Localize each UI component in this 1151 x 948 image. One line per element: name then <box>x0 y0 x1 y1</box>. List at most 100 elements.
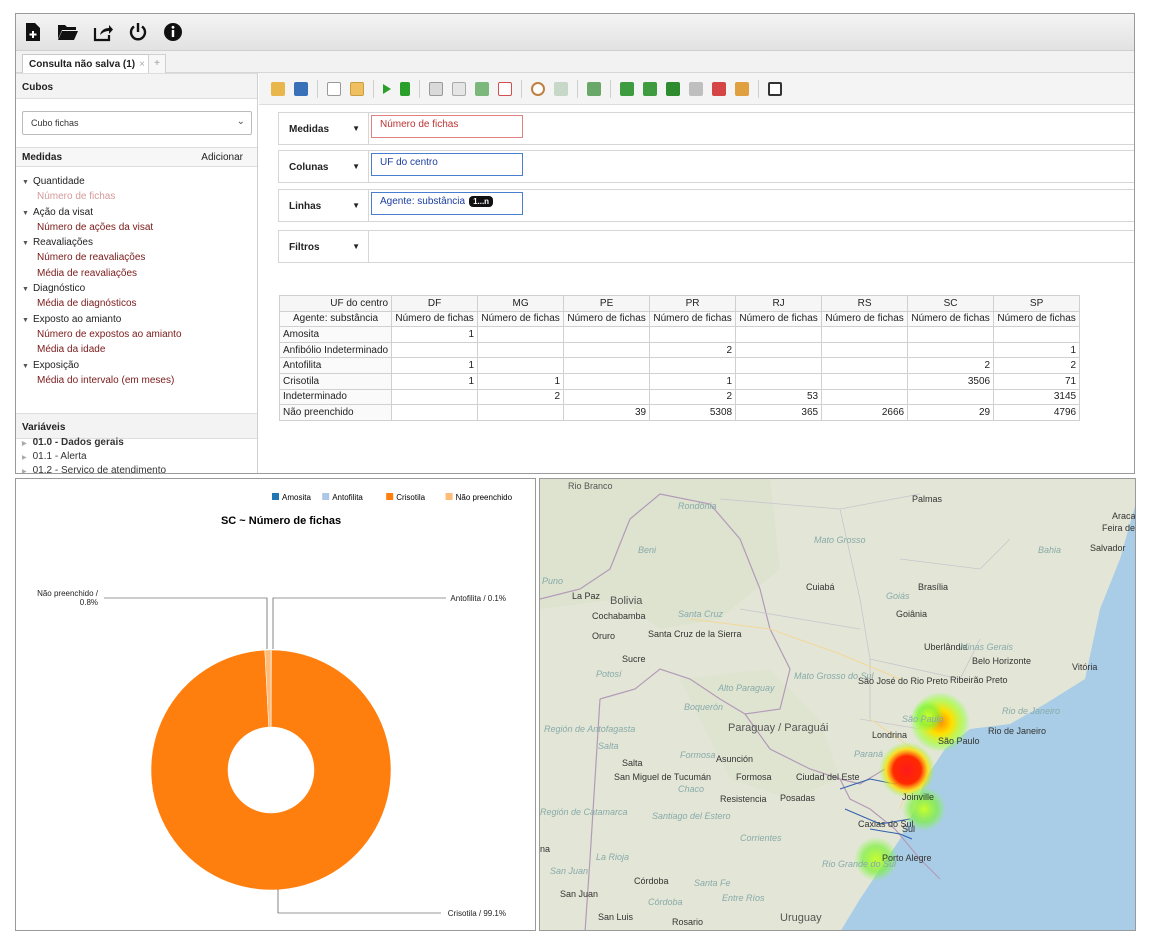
columns-dropzone[interactable]: Colunas ▼ UF do centro <box>278 150 1134 183</box>
legend-label[interactable]: Antofilita <box>332 493 363 502</box>
legend-swatch[interactable] <box>445 493 453 500</box>
measure-item[interactable]: Média do intervalo (em meses) <box>37 374 175 386</box>
caret-down-icon[interactable]: ▼ <box>352 201 360 210</box>
column-header[interactable]: DF <box>391 295 479 312</box>
row-pill[interactable]: Agente: substância 1...n <box>371 192 523 215</box>
measure-item[interactable]: Número de expostos ao amianto <box>37 328 182 340</box>
export-down-icon[interactable] <box>620 81 634 96</box>
table-cell <box>907 388 995 406</box>
level-badge[interactable]: 1...n <box>469 196 494 207</box>
measure-pill[interactable]: Número de fichas <box>371 115 523 138</box>
map-place-label: Goiânia <box>896 609 928 619</box>
row-dimension-header: Agente: substância <box>278 310 393 328</box>
row-header[interactable]: Antofilita <box>278 357 393 374</box>
screen-icon[interactable] <box>768 81 782 96</box>
row-header[interactable]: Crisotila <box>278 372 393 390</box>
hide-parents-icon[interactable] <box>452 81 466 96</box>
column-pill[interactable]: UF do centro <box>371 153 523 176</box>
export-down-all-icon[interactable] <box>643 81 657 96</box>
swap-axes-icon[interactable] <box>475 81 489 96</box>
variable-folder[interactable]: 01.0 - Dados gerais <box>22 437 254 451</box>
caret-down-icon[interactable]: ▼ <box>352 242 360 251</box>
save-icon[interactable] <box>294 81 308 96</box>
map-place-label: São José do Rio Preto <box>858 676 949 686</box>
measure-item[interactable]: Número de fichas <box>37 191 116 203</box>
cube-select[interactable]: Cubo fichas ⌄ <box>22 111 252 135</box>
column-header[interactable]: RJ <box>735 295 823 312</box>
measure-group[interactable]: Ação da visat <box>22 207 254 222</box>
drillthrough-icon[interactable] <box>587 81 601 96</box>
legend-swatch[interactable] <box>386 493 394 500</box>
variable-folder[interactable]: 01.1 - Alerta <box>22 451 254 465</box>
variable-folder[interactable]: 01.2 - Serviço de atendimento <box>22 465 254 473</box>
measure-group[interactable]: Exposição <box>22 360 254 375</box>
pie-slice[interactable] <box>150 649 392 891</box>
caret-down-icon[interactable]: ▼ <box>352 162 360 171</box>
measure-item[interactable]: Média da idade <box>37 344 106 356</box>
map-place-label: na <box>540 844 551 854</box>
cube-select-value: Cubo fichas <box>31 118 79 128</box>
column-header[interactable]: MG <box>477 295 565 312</box>
excel-icon[interactable] <box>666 81 680 96</box>
close-icon[interactable]: × <box>139 59 145 70</box>
legend-label[interactable]: Amosita <box>282 493 311 502</box>
map-place-label: Belo Horizonte <box>972 656 1032 666</box>
add-tab-button[interactable]: + <box>148 54 166 73</box>
non-empty-icon[interactable] <box>429 81 443 96</box>
legend-label[interactable]: Não preenchido <box>456 493 513 502</box>
filters-dropzone-label[interactable]: Filtros ▼ <box>279 231 369 262</box>
drill-icon[interactable] <box>554 81 568 96</box>
tab-unsaved-query[interactable]: Consulta não salva (1) × <box>22 54 152 73</box>
column-header[interactable]: SP <box>993 295 1081 312</box>
measure-group[interactable]: Diagnóstico <box>22 283 254 298</box>
caret-down-icon[interactable]: ▼ <box>352 124 360 133</box>
pie-slice[interactable] <box>264 649 272 728</box>
legend-label[interactable]: Crisotila <box>396 493 425 502</box>
column-header[interactable]: PR <box>649 295 737 312</box>
add-measure-button[interactable]: Adicionar <box>201 152 243 163</box>
toolbar-divider <box>373 79 374 98</box>
legend-swatch[interactable] <box>322 493 330 500</box>
measure-item[interactable]: Média de diagnósticos <box>37 298 137 310</box>
row-header[interactable]: Amosita <box>278 326 393 343</box>
pdf-icon[interactable] <box>712 81 726 96</box>
measure-group[interactable]: Exposto ao amianto <box>22 314 254 329</box>
chart-edit-icon[interactable] <box>735 81 749 96</box>
rows-dropzone[interactable]: Linhas ▼ Agente: substância 1...n <box>278 189 1134 222</box>
row-header[interactable]: Anfibólio Indeterminado <box>278 341 393 359</box>
measure-item[interactable]: Número de ações da visat <box>37 221 154 233</box>
row-header[interactable]: Não preenchido <box>278 404 393 421</box>
legend-swatch[interactable] <box>272 493 279 500</box>
measures-dropzone-label[interactable]: Medidas ▼ <box>279 113 369 144</box>
run-icon[interactable] <box>383 83 391 94</box>
new-query-icon[interactable] <box>22 21 44 43</box>
heatmap-map[interactable]: Rio Branco Rondônia Beni Mato Grosso Palmas F… <box>539 478 1136 931</box>
measure-header: Número de fichas <box>821 310 909 328</box>
row-header[interactable]: Indeterminado <box>278 388 393 406</box>
open-folder-icon[interactable] <box>57 21 79 43</box>
column-header[interactable]: PE <box>563 295 651 312</box>
rows-dropzone-label[interactable]: Linhas ▼ <box>279 190 369 221</box>
measure-group[interactable]: Quantidade <box>22 176 254 191</box>
zoom-icon[interactable] <box>531 81 545 96</box>
table-row: Indeterminado 2 2 53 3145 <box>278 388 1081 406</box>
column-header[interactable]: RS <box>821 295 909 312</box>
measure-group[interactable]: Reavaliações <box>22 237 254 252</box>
measures-dropzone[interactable]: Medidas ▼ Número de fichas <box>278 112 1134 145</box>
column-header[interactable]: SC <box>907 295 995 312</box>
show-mdx-icon[interactable] <box>498 81 512 96</box>
edit-pencil-icon[interactable] <box>350 81 364 96</box>
new-document-icon[interactable] <box>327 81 341 96</box>
measure-item[interactable]: Média de reavaliações <box>37 267 138 279</box>
filters-dropzone[interactable]: Filtros ▼ <box>278 230 1134 263</box>
open-icon[interactable] <box>271 81 285 96</box>
power-icon[interactable] <box>127 21 149 43</box>
run-auto-icon[interactable] <box>400 81 410 96</box>
info-icon[interactable] <box>162 21 184 43</box>
share-icon[interactable] <box>92 21 114 43</box>
measure-item[interactable]: Número de reavaliações <box>37 252 146 264</box>
csv-icon[interactable] <box>689 81 703 96</box>
columns-dropzone-label[interactable]: Colunas ▼ <box>279 151 369 182</box>
map-place-label: Uruguay <box>780 912 822 924</box>
table-cell: 2 <box>907 357 995 374</box>
